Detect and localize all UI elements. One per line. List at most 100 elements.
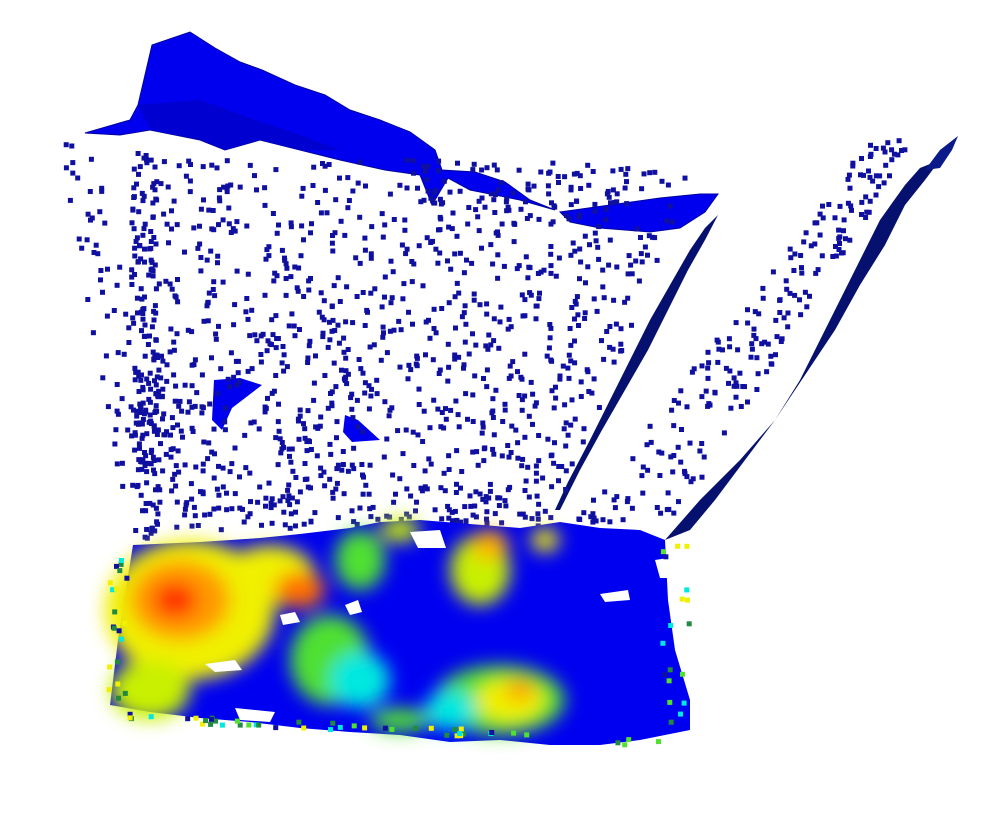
point bbox=[591, 376, 597, 382]
point bbox=[454, 280, 460, 286]
point bbox=[473, 514, 479, 520]
point bbox=[494, 167, 500, 173]
point bbox=[159, 393, 165, 399]
sparse-point-cloud bbox=[63, 138, 908, 541]
point bbox=[562, 174, 568, 180]
point bbox=[582, 316, 588, 321]
point bbox=[381, 330, 386, 336]
point bbox=[215, 391, 221, 397]
point bbox=[144, 376, 150, 382]
point bbox=[209, 449, 215, 455]
point bbox=[387, 514, 393, 520]
point bbox=[229, 506, 235, 512]
point bbox=[327, 476, 333, 482]
point bbox=[327, 337, 333, 343]
point bbox=[427, 335, 433, 341]
point bbox=[182, 512, 188, 518]
point bbox=[335, 462, 341, 468]
point bbox=[487, 481, 493, 487]
point bbox=[437, 250, 443, 256]
point bbox=[102, 220, 108, 226]
point bbox=[594, 308, 600, 314]
point bbox=[452, 356, 458, 362]
point bbox=[324, 210, 330, 216]
point bbox=[411, 463, 417, 468]
point bbox=[556, 464, 562, 469]
point bbox=[714, 337, 720, 343]
point bbox=[712, 390, 718, 396]
point bbox=[430, 357, 436, 363]
point bbox=[535, 516, 541, 522]
point bbox=[266, 480, 272, 486]
point bbox=[220, 279, 226, 285]
point bbox=[169, 226, 174, 232]
point bbox=[507, 363, 513, 369]
point bbox=[684, 474, 690, 480]
point bbox=[121, 351, 127, 357]
point bbox=[142, 450, 147, 455]
point bbox=[105, 404, 111, 410]
edge-point bbox=[686, 621, 692, 627]
point bbox=[458, 519, 464, 525]
point bbox=[611, 359, 617, 365]
point bbox=[490, 408, 496, 414]
floor-hole bbox=[410, 530, 446, 548]
point bbox=[779, 336, 785, 342]
point bbox=[344, 381, 350, 387]
point bbox=[422, 468, 428, 474]
point bbox=[161, 159, 167, 165]
point bbox=[232, 491, 238, 497]
point bbox=[185, 409, 191, 415]
point bbox=[169, 208, 174, 214]
point bbox=[778, 339, 784, 344]
point bbox=[720, 347, 725, 353]
point bbox=[462, 303, 468, 309]
point bbox=[226, 205, 232, 211]
point bbox=[226, 221, 232, 227]
point bbox=[187, 178, 193, 184]
point bbox=[422, 168, 428, 174]
edge-point bbox=[524, 732, 530, 738]
point bbox=[289, 311, 295, 317]
edge-point bbox=[114, 563, 119, 569]
point bbox=[167, 349, 173, 355]
point bbox=[212, 293, 218, 299]
point bbox=[245, 316, 251, 322]
point bbox=[463, 321, 469, 327]
point bbox=[484, 516, 489, 522]
point bbox=[355, 424, 361, 430]
point bbox=[312, 510, 318, 516]
point bbox=[175, 448, 181, 454]
edge-point bbox=[444, 732, 450, 738]
point bbox=[211, 475, 217, 481]
point bbox=[484, 509, 490, 515]
point bbox=[515, 455, 521, 461]
point bbox=[877, 173, 883, 179]
point bbox=[254, 338, 260, 344]
point bbox=[606, 194, 612, 200]
point bbox=[564, 213, 569, 218]
point bbox=[144, 480, 150, 486]
point bbox=[705, 375, 711, 381]
point bbox=[237, 505, 243, 511]
point bbox=[174, 222, 180, 228]
point bbox=[603, 217, 609, 223]
point bbox=[388, 300, 394, 306]
point bbox=[470, 392, 476, 398]
heat-blobs bbox=[105, 518, 565, 735]
edge-point bbox=[668, 623, 674, 628]
point bbox=[135, 151, 141, 156]
point bbox=[889, 147, 895, 153]
point bbox=[583, 280, 588, 286]
point bbox=[142, 221, 148, 227]
point bbox=[195, 245, 201, 251]
point bbox=[523, 478, 529, 484]
point bbox=[488, 191, 494, 197]
point bbox=[148, 450, 154, 455]
heat-blob bbox=[531, 528, 559, 552]
point bbox=[659, 450, 665, 456]
point bbox=[349, 391, 355, 397]
point bbox=[505, 204, 511, 210]
point bbox=[414, 499, 419, 505]
